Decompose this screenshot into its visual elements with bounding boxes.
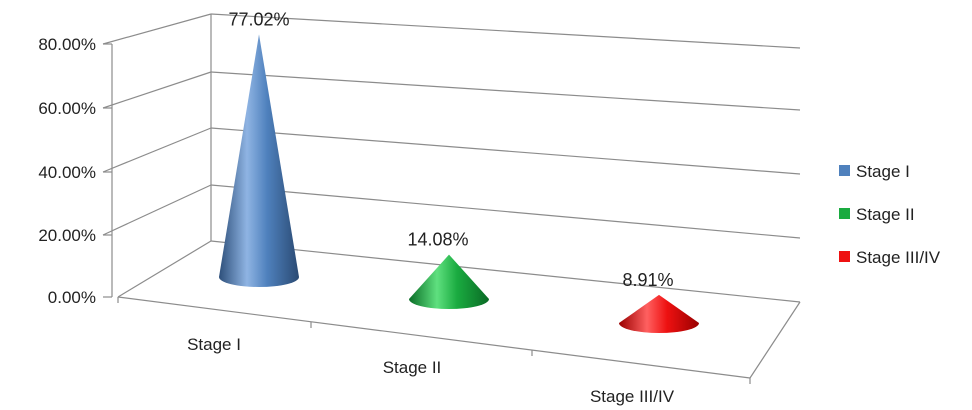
floor-right-edge (749, 301, 801, 379)
side-wall-80 (102, 13, 212, 45)
legend-swatch-stage-2 (839, 208, 850, 219)
data-label-stage-2: 14.08% (407, 230, 468, 250)
y-tick-labels: 0.00% 20.00% 40.00% 60.00% 80.00% (38, 35, 96, 307)
back-floor-edge (210, 240, 801, 303)
legend-swatch-stage-3-4 (839, 251, 850, 262)
data-label-stage-3-4: 8.91% (622, 270, 673, 290)
side-wall-0 (117, 240, 212, 298)
legend-label-stage-2: Stage II (856, 205, 915, 224)
side-wall-40 (102, 127, 212, 173)
cones (219, 34, 699, 333)
cone-stage-3-4 (619, 294, 699, 333)
plot-walls (102, 13, 801, 384)
cone-stage-1 (219, 34, 299, 288)
legend: Stage I Stage II Stage III/IV (839, 162, 941, 267)
category-labels: Stage I Stage II Stage III/IV (187, 335, 675, 406)
category-label-stage-1: Stage I (187, 335, 241, 354)
side-wall-20 (102, 184, 212, 236)
legend-swatch-stage-1 (839, 165, 850, 176)
data-label-stage-1: 77.02% (228, 9, 289, 29)
y-tick-label-40: 40.00% (38, 163, 96, 182)
gridline-40 (210, 127, 801, 175)
y-tick-label-80: 80.00% (38, 35, 96, 54)
gridline-80 (210, 13, 801, 49)
legend-label-stage-3-4: Stage III/IV (856, 248, 941, 267)
legend-label-stage-1: Stage I (856, 162, 910, 181)
side-wall-60 (102, 71, 212, 109)
cone-stage-2 (409, 254, 489, 309)
x-axis-line (117, 296, 751, 379)
y-tick-label-60: 60.00% (38, 99, 96, 118)
category-label-stage-3-4: Stage III/IV (590, 387, 675, 406)
category-label-stage-2: Stage II (383, 358, 442, 377)
y-tick-label-0: 0.00% (48, 288, 96, 307)
data-labels: 77.02% 14.08% 8.91% (228, 9, 673, 290)
gridline-20 (210, 184, 801, 239)
y-tick-label-20: 20.00% (38, 226, 96, 245)
gridline-60 (210, 71, 801, 111)
